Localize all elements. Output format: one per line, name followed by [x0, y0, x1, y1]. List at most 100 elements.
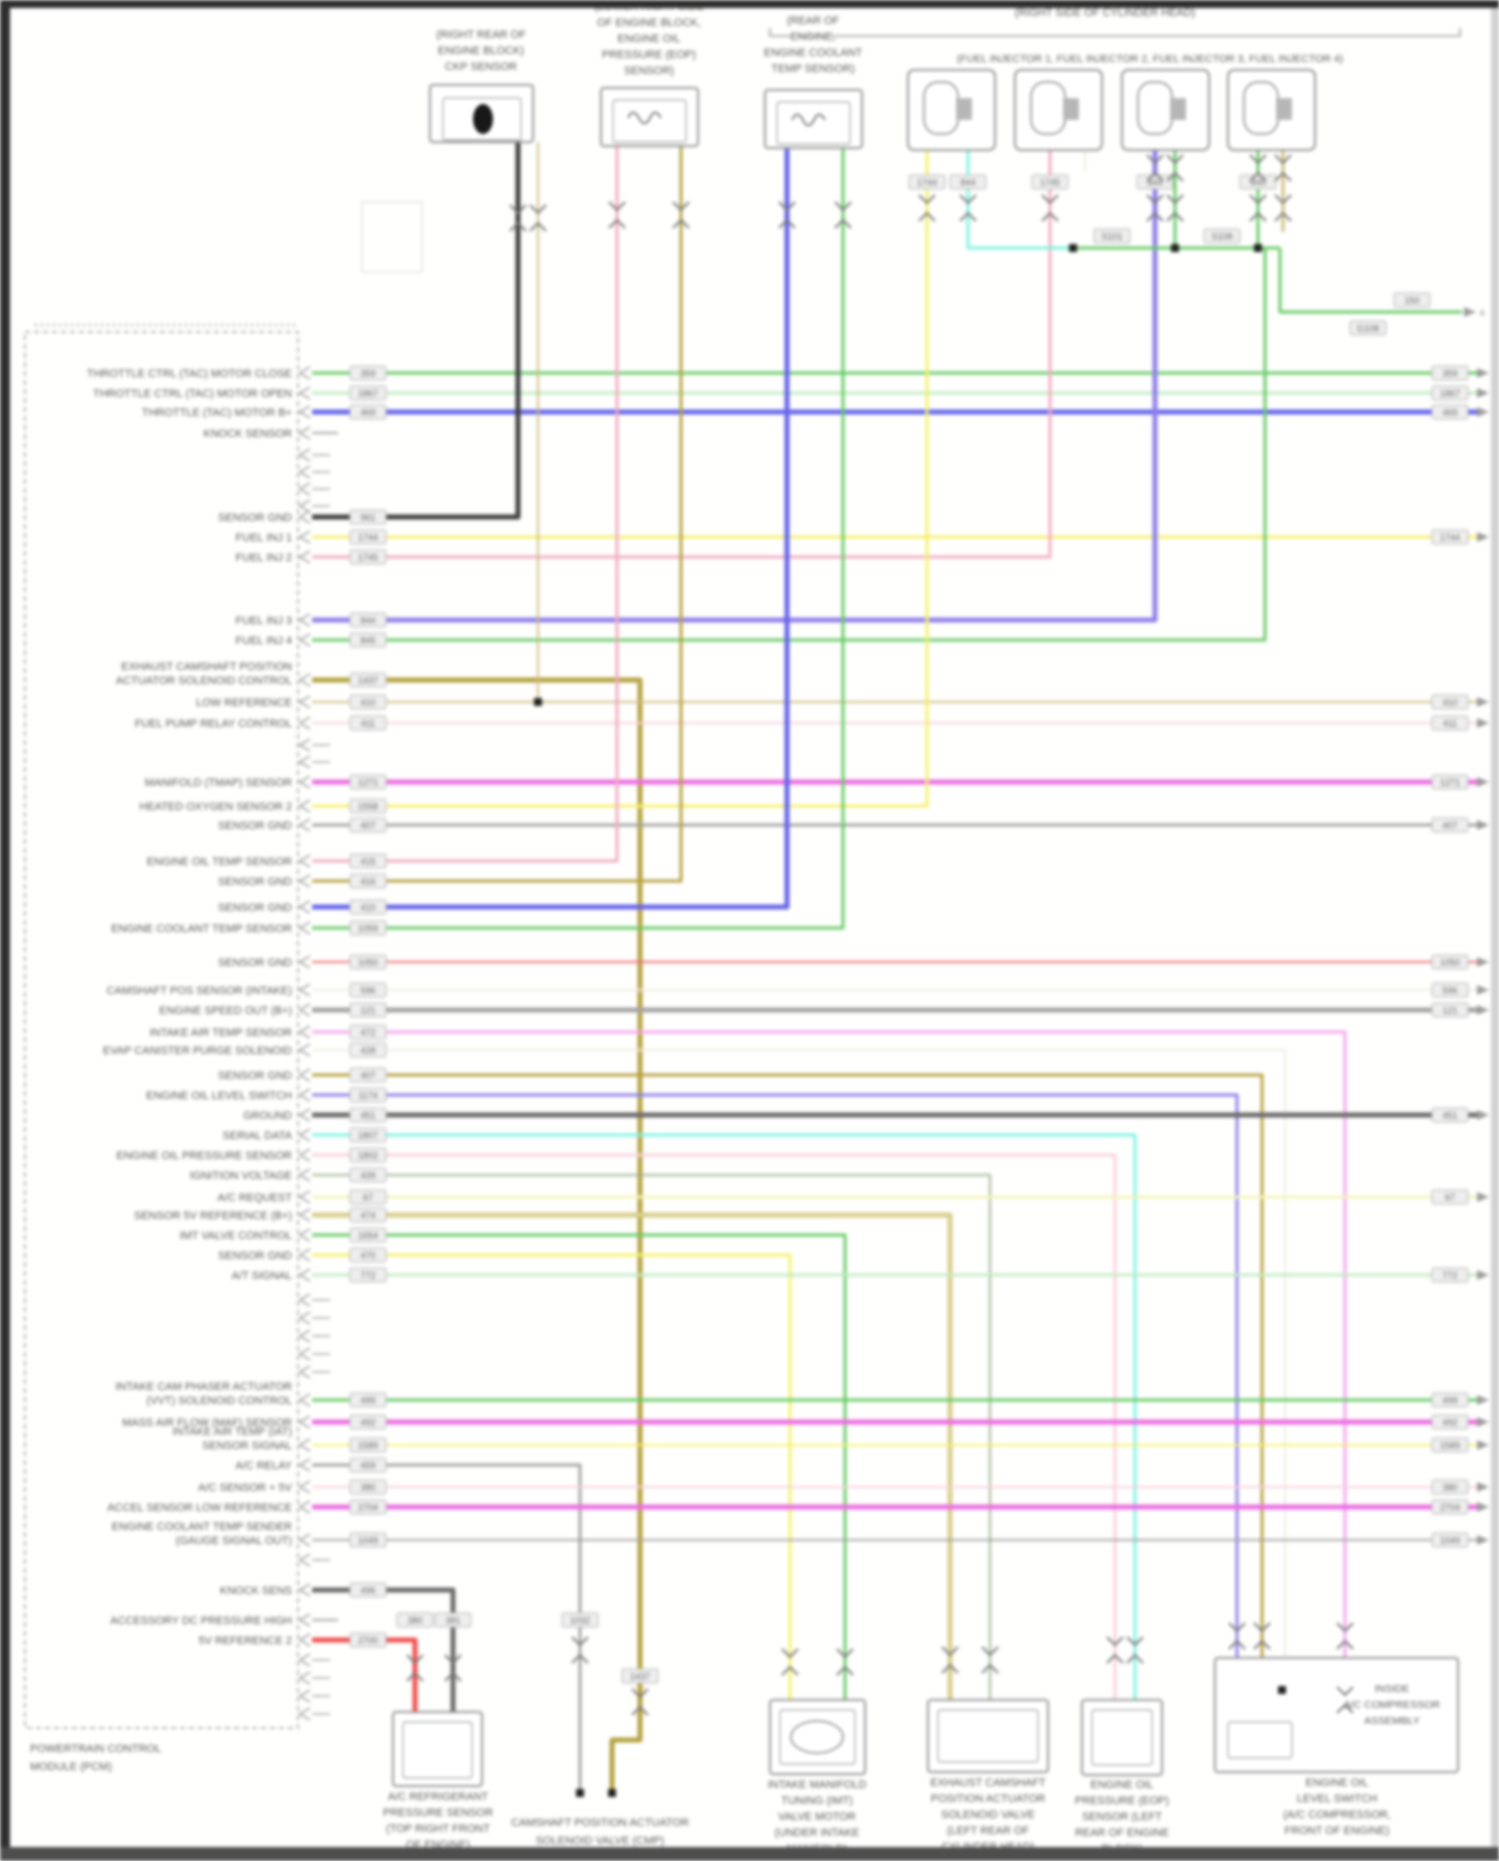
wire-code-chip — [349, 1207, 387, 1223]
pcm-wire — [312, 1073, 1264, 1658]
off-page-arrow-icon — [1464, 307, 1476, 317]
exhaust-cam-actuator-solenoid-label: EXHAUST CAMSHAFT — [930, 1777, 1046, 1789]
ac-refrigerant-pressure-sensor-box — [392, 1711, 483, 1787]
module-pin-icon — [298, 1168, 311, 1182]
wire-code-chip — [349, 612, 387, 628]
module-pin-icon — [298, 874, 311, 888]
exit-wire-code — [1431, 694, 1469, 710]
inline-connector-icon — [1166, 194, 1184, 222]
module-pin-icon — [298, 426, 311, 440]
off-page-arrow-icon — [1477, 820, 1489, 830]
wire-code-chip — [349, 1127, 387, 1143]
exit-wire-code: 1050 — [1440, 958, 1460, 968]
module-pin-icon — [298, 499, 311, 513]
wire-code: 472 — [360, 1028, 375, 1038]
engine-oil-pressure-sensor-top-label: SENSOR) — [624, 65, 674, 77]
module-pin-icon — [298, 448, 311, 462]
module-pin-icon — [298, 613, 311, 627]
wire-code: S101 — [1101, 232, 1122, 242]
wire-code: 451 — [360, 1111, 375, 1121]
module-pin-icon — [298, 530, 311, 544]
wire-code: 381 — [445, 1616, 460, 1626]
wire-code-chip — [561, 1612, 599, 1628]
pcm-pin-label: IMT VALVE CONTROL — [180, 1230, 292, 1242]
fuel-injector-1-tab-icon — [956, 98, 972, 120]
module-pin-icon — [298, 510, 311, 524]
wire-code-chip — [349, 798, 387, 814]
exit-wire-code: 451 — [1442, 1111, 1457, 1121]
module-pin-icon — [298, 1633, 311, 1647]
wire-code-chip — [349, 1414, 387, 1430]
pcm-pin-label: THROTTLE CTRL (TAC) MOTOR CLOSE — [87, 368, 292, 380]
splice-to-ground-run — [1278, 248, 1462, 314]
wire-code: 844 — [1147, 178, 1162, 188]
module-pin-icon — [298, 1228, 311, 1242]
inline-connector-icon — [406, 1654, 424, 1682]
imt-valve-motor-inner — [779, 1709, 856, 1765]
fuel-injector-4-tab-icon — [1276, 98, 1292, 120]
wire-code-chip — [349, 365, 387, 381]
module-pin-icon — [298, 1458, 311, 1472]
pcm-pin-label: KNOCK SENSOR — [203, 428, 292, 440]
exit-wire-code: 1271 — [1440, 778, 1460, 788]
wire-code-chip — [434, 1612, 472, 1628]
exhaust-cam-actuator-solenoid-label: (LEFT REAR OF — [947, 1825, 1030, 1837]
module-pin-icon — [298, 1533, 311, 1547]
pcm-wire — [312, 1253, 792, 1700]
engine-coolant-temp-sensor-top-label: (REAR OF — [787, 15, 840, 27]
pcm-pin-label: SERIAL DATA — [223, 1130, 293, 1142]
inline-connector-icon — [1166, 154, 1184, 182]
pcm-footnote: POWERTRAIN CONTROL — [30, 1743, 161, 1755]
inline-connector-icon — [834, 201, 852, 229]
pcm-pin-label: THROTTLE CTRL (TAC) MOTOR OPEN — [93, 388, 292, 400]
module-pin-icon — [298, 799, 311, 813]
exit-wire-code: 359 — [1442, 369, 1457, 379]
pcm-pin-label: FUEL PUMP RELAY CONTROL — [135, 718, 292, 730]
engine-oil-level-switch-assembly-box — [1214, 1657, 1459, 1773]
pcm-pin-label: (VVT) SOLENOID CONTROL — [147, 1395, 292, 1407]
exit-wire-code — [1431, 1002, 1469, 1018]
engine-oil-pressure-sensor-top-thermistor-icon — [627, 111, 662, 125]
module-pin-icon — [298, 755, 311, 769]
pcm-pin-label: ENGINE COOLANT TEMP SENDER — [112, 1521, 292, 1533]
module-pin-icon — [298, 955, 311, 969]
pcm-pin-label: THROTTLE (TAC) MOTOR B+ — [142, 407, 292, 419]
off-page-arrow-icon — [1477, 957, 1489, 967]
wire-code-chip — [1239, 174, 1277, 190]
wire-code: 844 — [360, 616, 375, 626]
exit-wire-code — [1431, 1267, 1469, 1283]
scan-border-right — [1491, 8, 1499, 1847]
engine-oil-pressure-sensor-top-label: PRESSURE (EOP) — [602, 49, 696, 61]
module-pin-icon — [298, 1613, 311, 1627]
crankshaft-position-sensor-label: ENGINE BLOCK) — [438, 45, 524, 57]
pcm-wire — [312, 1153, 1117, 1700]
engine-oil-level-switch-assembly-label: ENGINE OIL — [1306, 1777, 1369, 1789]
module-pin-icon — [298, 1003, 311, 1017]
pcm-pin-label: CAMSHAFT POS SENSOR (INTAKE) — [107, 985, 292, 997]
module-pin-icon — [298, 1347, 311, 1361]
fuel-injector-1-box — [907, 69, 996, 151]
wire-code-chip — [349, 982, 387, 998]
pcm-pin-label: FUEL INJ 4 — [236, 635, 292, 647]
module-pin-icon — [298, 1653, 311, 1667]
engine-coolant-temp-sensor-top-label: TEMP SENSOR) — [771, 63, 855, 75]
off-page-arrow-icon — [1477, 777, 1489, 787]
pcm-wire — [312, 248, 1267, 642]
injector-group-title: (RIGHT SIDE OF CYLINDER HEAD) — [1015, 7, 1196, 19]
scan-border-top — [0, 0, 1499, 8]
splice-dot — [1278, 1686, 1286, 1694]
wire-code: 410 — [360, 903, 375, 913]
splice-dot — [608, 1789, 616, 1797]
wire-code: 469 — [360, 408, 375, 418]
module-pin-icon — [298, 738, 311, 752]
crankshaft-position-sensor-label: (RIGHT REAR OF — [436, 29, 526, 41]
wire-code: 359 — [360, 369, 375, 379]
pcm-pin-label: LOW REFERENCE — [196, 697, 292, 709]
wire-code: 2700 — [358, 1636, 378, 1646]
exit-wire-code — [1431, 1189, 1469, 1205]
wire-code-chip — [349, 1457, 387, 1473]
imt-valve-motor-label: INTAKE MANIFOLD — [768, 1779, 867, 1791]
exit-wire-code — [1431, 385, 1469, 401]
pcm-pin-label: ACCEL SENSOR LOW REFERENCE — [107, 1502, 292, 1514]
wire-code: 961 — [360, 513, 375, 523]
